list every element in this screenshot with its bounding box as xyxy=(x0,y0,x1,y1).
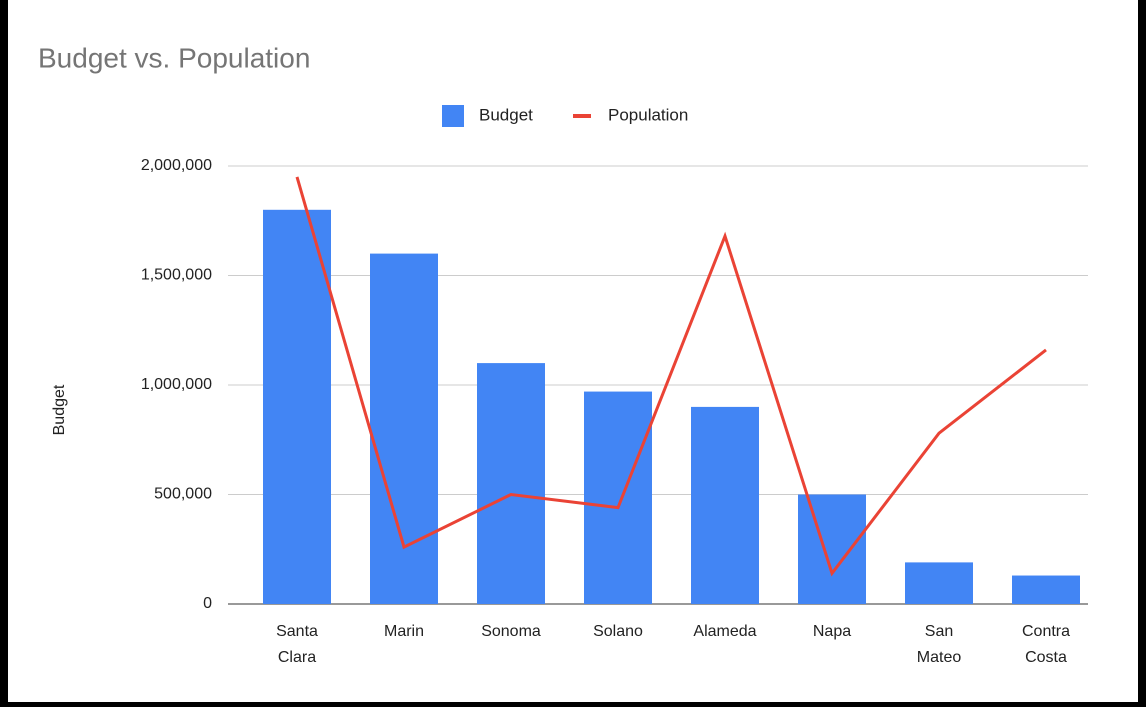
y-axis-title: Budget xyxy=(51,384,68,435)
bar xyxy=(1012,575,1080,604)
x-tick-label: San Mateo xyxy=(917,623,962,666)
bar xyxy=(477,363,545,604)
y-tick-label: 0 xyxy=(203,595,212,612)
x-tick-label: Santa Clara xyxy=(276,623,318,666)
x-tick-label: Sonoma xyxy=(481,623,541,640)
y-tick-label: 2,000,000 xyxy=(141,157,212,174)
bar xyxy=(905,562,973,604)
x-tick-label: Alameda xyxy=(693,623,756,640)
legend-label: Population xyxy=(608,105,688,124)
y-tick-label: 500,000 xyxy=(154,486,212,503)
y-tick-label: 1,500,000 xyxy=(141,267,212,284)
bar xyxy=(370,253,438,604)
x-tick-label: Marin xyxy=(384,623,424,640)
x-tick-label: Contra Costa xyxy=(1022,623,1070,666)
y-tick-label: 1,000,000 xyxy=(141,376,212,393)
bar xyxy=(263,209,331,605)
line xyxy=(295,176,1047,577)
bar xyxy=(584,391,652,604)
chart-title: Budget vs. Population xyxy=(38,42,310,73)
legend-swatch xyxy=(442,105,464,127)
bar xyxy=(691,406,759,604)
x-tick-label: Solano xyxy=(593,623,643,640)
legend-label: Budget xyxy=(479,105,533,124)
x-tick-label: Napa xyxy=(813,623,851,640)
bar xyxy=(798,494,866,604)
